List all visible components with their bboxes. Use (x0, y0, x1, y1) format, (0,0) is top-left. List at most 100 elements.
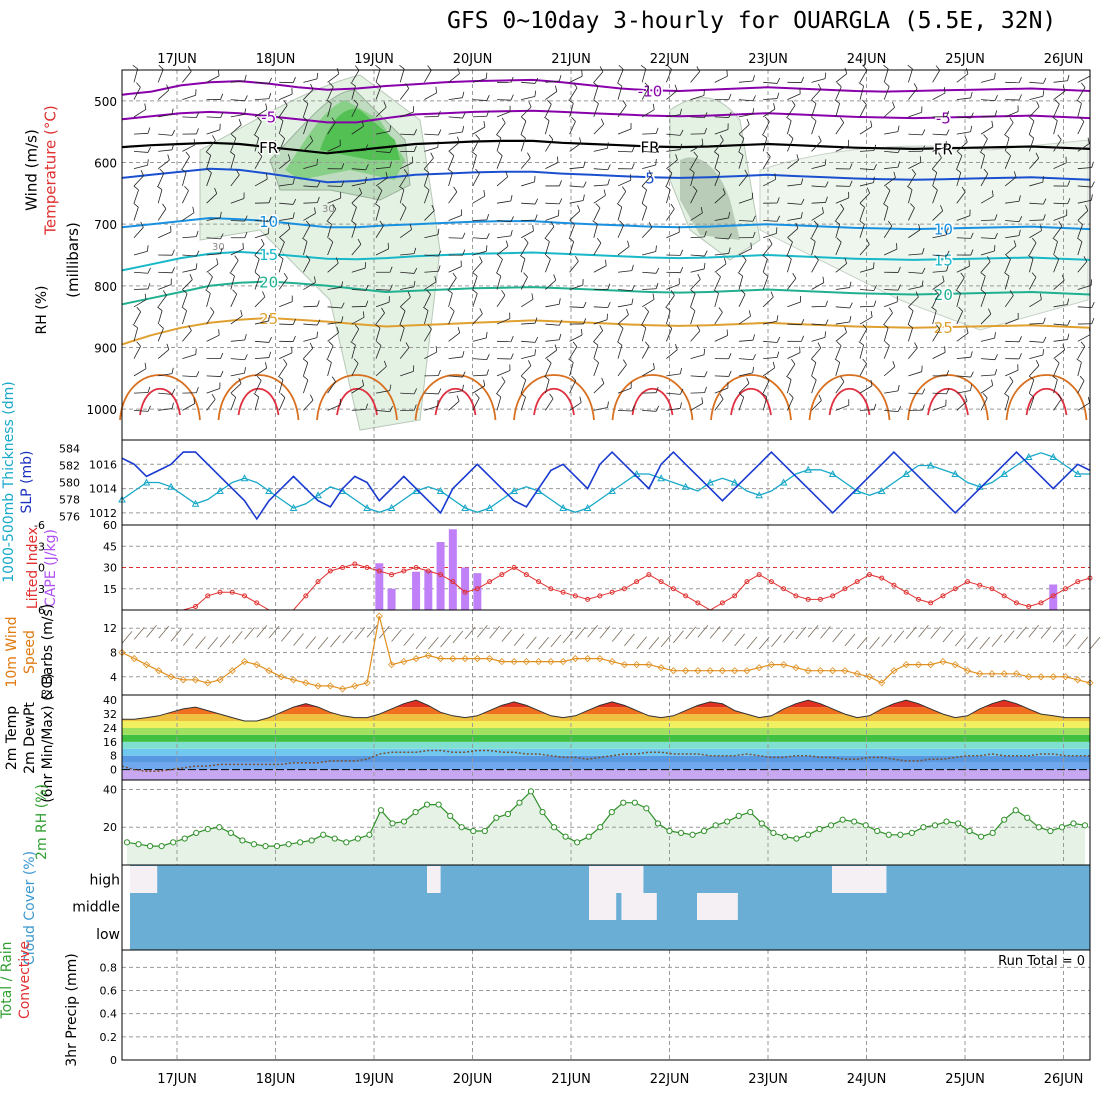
wind-barb-flag (982, 393, 988, 399)
wind-barb-flag (1081, 82, 1086, 88)
lifted-index-point (756, 572, 762, 578)
wind-barb (1029, 354, 1044, 359)
wind-barb (835, 362, 841, 376)
rh-point (1047, 827, 1054, 835)
wind-barb-flag (528, 101, 532, 108)
wind-barb-flag (724, 258, 727, 265)
wind-barb-flag (453, 186, 458, 193)
wind-barb-flag (719, 393, 724, 400)
wind-barb-flag (897, 284, 901, 291)
wind-barb (1029, 340, 1044, 343)
thickness-point (363, 503, 371, 511)
wind-barb (351, 104, 359, 118)
wind-barb-flag (579, 396, 582, 403)
wind-barb-flag (1009, 290, 1014, 296)
wind-barb-flag (655, 146, 660, 153)
wind-barb (230, 124, 242, 135)
lifted-index-point (842, 586, 848, 592)
wind-barb-flag (987, 256, 991, 262)
wind-barb-flag (501, 117, 506, 124)
wind-barb (375, 106, 387, 118)
wind-barb-flag (268, 92, 272, 99)
thickness-point (583, 503, 592, 511)
wind-barb (280, 629, 292, 642)
wind-barb-flag (728, 211, 731, 219)
wind-barb (424, 310, 429, 325)
wind-barb (477, 625, 488, 638)
wind-barb-flag (670, 290, 675, 296)
slp-frame (121, 439, 1091, 526)
rh-contour-label: 30 (322, 204, 335, 215)
wind-barb-flag (195, 250, 200, 257)
wind-barb (666, 189, 671, 204)
wind-barb-flag (631, 264, 634, 271)
wind-barb (520, 242, 529, 256)
wind-barb-flag (737, 272, 743, 277)
wind-barb-flag (931, 168, 937, 173)
wind-barb (230, 383, 242, 394)
wind-barb (811, 362, 817, 376)
wind-barb-flag (253, 134, 259, 139)
wind-barb (1005, 235, 1020, 239)
wind-barb-flag (483, 379, 486, 386)
wind-barb-flag (495, 133, 502, 139)
wind-barb-flag (1062, 85, 1066, 92)
lifted-index-point (548, 586, 554, 592)
wind-barb (424, 392, 439, 395)
wind-barb (617, 364, 627, 377)
wind-barb-flag (942, 275, 945, 282)
wind-barb-flag (546, 358, 552, 364)
wind-barb-flag (818, 394, 822, 401)
wind-barb-flag (849, 180, 853, 187)
wind-barb (279, 323, 294, 325)
wind-barb (351, 168, 366, 171)
lifted-index-point (621, 586, 627, 592)
wind-barb-flag (607, 283, 611, 290)
wind-barb (1077, 284, 1092, 290)
wind-barb (375, 177, 388, 187)
wind-barb (520, 137, 526, 152)
wind-barb (1053, 339, 1068, 342)
wind-barb (617, 314, 629, 325)
wind-barb-flag (230, 392, 236, 398)
wind-barb-flag (763, 272, 769, 277)
wind-barb (660, 634, 672, 648)
wind-barb-flag (980, 289, 986, 294)
wind-barb (375, 151, 390, 153)
wind-barb-flag (351, 220, 357, 225)
wind-barb-flag (728, 247, 731, 254)
rh-point (447, 812, 454, 819)
wind-barb-flag (389, 147, 393, 153)
wind-barb-flag (888, 220, 893, 227)
wind-barb (714, 398, 724, 411)
wind-barb-flag (592, 341, 599, 346)
wind-barb-flag (752, 95, 756, 101)
wind-barb-flag (260, 238, 265, 245)
rh-point (320, 831, 327, 838)
wind-barb (932, 133, 947, 136)
wind-barb (642, 151, 657, 153)
wind-barb-flag (994, 72, 996, 79)
wind-barb (351, 316, 365, 325)
wind-barb-flag (219, 211, 222, 218)
wind-barb (231, 630, 243, 644)
wind-barb (424, 146, 438, 152)
wind-barb-flag (558, 75, 562, 82)
cape-bar (412, 571, 421, 610)
wind-barb-flag (840, 376, 845, 382)
wind-barb (690, 71, 700, 83)
isotherm-35-bump (730, 388, 772, 416)
cloud-level-label: middle (72, 900, 120, 916)
wind-barb-flag (1091, 161, 1094, 168)
wind-barb-flag (605, 259, 607, 266)
thickness-tick-label: 584 (59, 443, 80, 456)
isotherm-label: 15 (934, 251, 953, 269)
wind-barb (182, 330, 192, 342)
wind-barb (859, 85, 865, 100)
wind-barb (1077, 143, 1090, 152)
wind-barb-flag (641, 203, 647, 208)
wind-barb (690, 392, 705, 394)
date-tick-label: 21JUN (551, 52, 591, 67)
thickness-point (804, 465, 813, 473)
rh-point (377, 807, 385, 814)
